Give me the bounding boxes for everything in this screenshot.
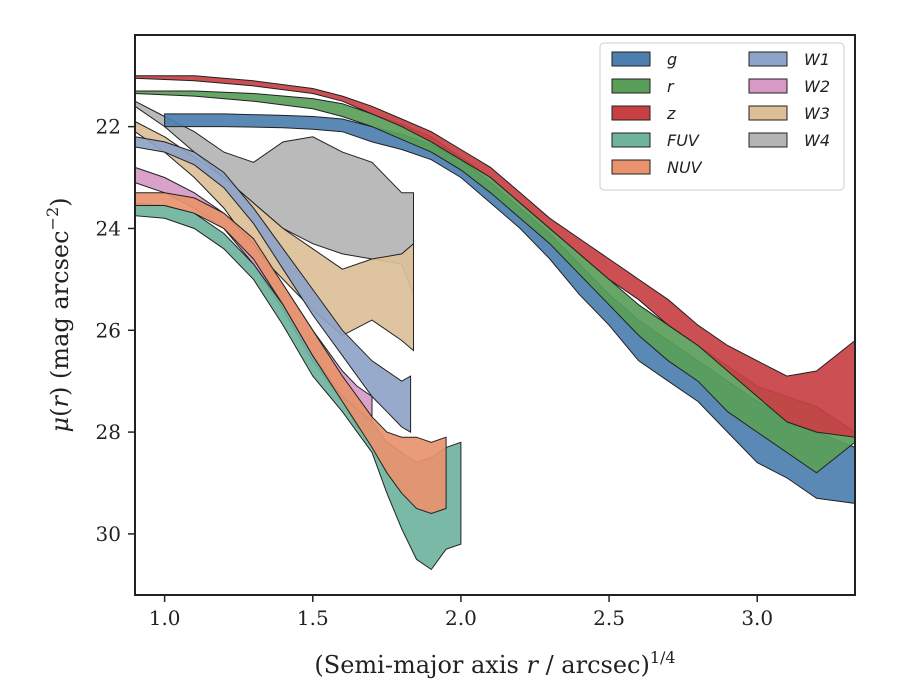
band-nuv bbox=[134, 192, 447, 515]
legend: grz FUV NUV W1 W2 W3 W4 bbox=[599, 42, 845, 191]
y-axis-label-paren: ( bbox=[46, 408, 74, 417]
legend-swatch-w2 bbox=[748, 78, 788, 94]
legend-swatch-r bbox=[611, 78, 651, 94]
legend-swatch-w1 bbox=[748, 51, 788, 67]
series-layer bbox=[134, 75, 856, 571]
legend-label-z: z bbox=[666, 104, 676, 123]
y-axis-label: μ(r) (mag arcsec−2) bbox=[43, 197, 74, 432]
legend-label-w2: W2 bbox=[804, 77, 830, 96]
band-w1 bbox=[134, 136, 412, 433]
legend-label-w4: W4 bbox=[804, 131, 830, 150]
legend-swatch-g bbox=[611, 51, 651, 67]
y-axis-label-sup: −2 bbox=[43, 207, 62, 231]
legend-swatch-w3 bbox=[748, 105, 788, 121]
y-tick-label: 24 bbox=[96, 216, 121, 240]
legend-label-nuv: NUV bbox=[667, 158, 703, 177]
y-tick-label: 28 bbox=[96, 420, 121, 444]
x-axis-label-prefix: (Semi-major axis bbox=[314, 651, 526, 679]
legend-label-fuv: FUV bbox=[667, 131, 700, 150]
legend-label-r: r bbox=[667, 77, 675, 96]
y-tick-label: 26 bbox=[96, 318, 121, 342]
y-tick-label: 22 bbox=[96, 115, 121, 139]
x-tick-label: 3.0 bbox=[741, 606, 773, 630]
legend-label-w1: W1 bbox=[804, 50, 830, 69]
legend-label-g: g bbox=[667, 50, 677, 69]
x-tick-label: 1.5 bbox=[297, 606, 329, 630]
x-tick-label: 2.0 bbox=[445, 606, 477, 630]
legend-label-w3: W3 bbox=[804, 104, 830, 123]
x-axis-label: (Semi-major axis r / arcsec)1/4 bbox=[314, 648, 675, 679]
plot-frame bbox=[134, 34, 856, 596]
legend-swatch-z bbox=[611, 105, 651, 121]
y-axis-label-close: ) bbox=[46, 197, 74, 206]
x-ticks: 1.0 1.5 2.0 2.5 3.0 bbox=[149, 595, 773, 630]
x-axis-label-var: r bbox=[526, 651, 539, 679]
legend-swatch-fuv bbox=[611, 132, 651, 148]
x-tick-label: 1.0 bbox=[149, 606, 181, 630]
legend-swatch-w4 bbox=[748, 132, 788, 148]
y-axis-label-var: r bbox=[46, 395, 74, 408]
y-axis-label-rest: ) (mag arcsec bbox=[46, 230, 74, 396]
x-axis-label-sup: 1/4 bbox=[650, 648, 676, 667]
y-axis-label-mu: μ bbox=[46, 417, 74, 433]
y-ticks: 22 24 26 28 30 bbox=[96, 115, 135, 546]
x-tick-label: 2.5 bbox=[593, 606, 625, 630]
y-tick-label: 30 bbox=[96, 522, 121, 546]
x-axis-label-suffix: / arcsec) bbox=[538, 651, 650, 679]
legend-swatch-nuv bbox=[611, 159, 651, 175]
